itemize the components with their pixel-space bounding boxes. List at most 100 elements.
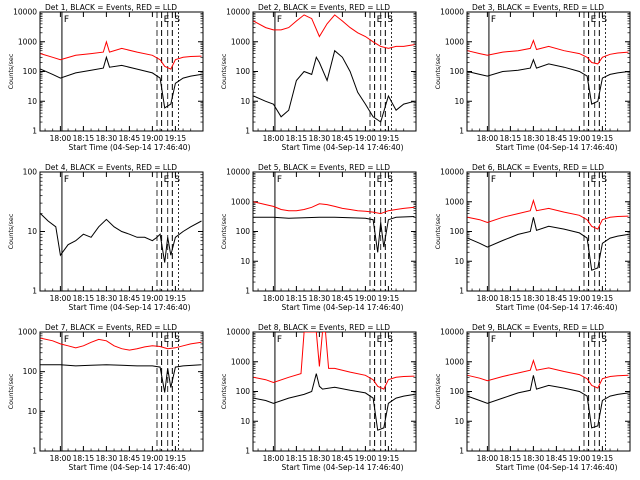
y-tick-label: 100 [236,387,251,396]
y-axis-label: Counts/sec [7,53,15,89]
x-tick-label: 18:00 [263,134,285,143]
series-line-events [253,373,415,431]
y-tick-label: 10 [240,417,250,426]
x-tick-label: 19:00 [355,134,377,143]
x-tick-label: 18:00 [477,454,499,463]
marker-label-s: S [601,175,607,185]
x-tick-label: 18:15 [286,454,308,463]
x-tick-label: 19:15 [378,134,400,143]
x-tick-label: 18:45 [546,454,568,463]
x-tick-label: 18:00 [50,454,72,463]
panel-det-7: Det 7, BLACK = Events, RED = LLD 1 10 100 10… [7,323,204,472]
y-tick-label: 10 [240,257,250,266]
y-tick-label: 1 [245,447,250,456]
x-tick-label: 19:00 [142,454,164,463]
x-tick-label: 19:00 [569,134,591,143]
x-tick-label: 18:45 [119,294,141,303]
x-axis-label: Start Time (04-Sep-14 17:46:40) [282,463,404,472]
panel-det-5: Det 5, BLACK = Events, RED = LLD 1 10 100 10… [220,163,417,312]
x-axis-label: Start Time (04-Sep-14 17:46:40) [69,303,191,312]
marker-label-e: E [377,175,383,185]
x-tick-label: 19:00 [569,294,591,303]
x-tick-label: 19:15 [165,134,187,143]
y-tick-label: 100 [23,67,38,76]
y-tick-label: 10 [27,97,37,106]
y-tick-label: 10 [240,97,250,106]
panel-det-6: Det 6, BLACK = Events, RED = LLD 1 10 100 10… [434,163,631,312]
y-tick-label: 10000 [13,8,37,17]
panel-title: Det 2, BLACK = Events, RED = LLD [258,3,390,12]
x-tick-label: 18:30 [523,294,545,303]
y-tick-label: 1 [32,287,37,296]
series-line-lld [467,358,629,389]
series-line-events [467,217,629,271]
series-line-lld [467,39,629,65]
y-axis-label: Counts/sec [220,53,228,89]
x-tick-label: 19:15 [165,454,187,463]
y-tick-label: 100 [236,67,251,76]
x-tick-label: 19:00 [569,454,591,463]
x-tick-label: 18:00 [477,134,499,143]
y-axis-label: Counts/sec [220,373,228,409]
series-line-events [253,216,415,253]
y-tick-label: 1000 [445,37,464,46]
x-tick-label: 18:45 [546,294,568,303]
x-tick-label: 18:15 [500,134,522,143]
panel-det-1: Det 1, BLACK = Events, RED = LLD 1 10 100 10… [7,3,204,152]
x-tick-label: 18:30 [309,134,331,143]
panel-title: Det 4, BLACK = Events, RED = LLD [45,163,177,172]
y-tick-label: 100 [23,168,38,177]
panel-title: Det 8, BLACK = Events, RED = LLD [258,323,390,332]
x-tick-label: 19:15 [592,454,614,463]
x-tick-label: 18:00 [477,294,499,303]
x-tick-label: 18:45 [119,454,141,463]
x-tick-label: 18:30 [523,134,545,143]
y-tick-label: 10 [27,227,37,236]
y-tick-label: 10 [27,407,37,416]
y-tick-label: 1 [32,447,37,456]
panel-title: Det 5, BLACK = Events, RED = LLD [258,163,390,172]
y-axis-label: Counts/sec [7,373,15,409]
panel-det-8: Det 8, BLACK = Events, RED = LLD 1 10 100 10… [220,323,417,472]
x-tick-label: 19:15 [592,134,614,143]
series-line-events [467,375,629,429]
x-tick-label: 18:00 [263,454,285,463]
marker-label-s: S [174,15,180,25]
x-tick-label: 18:15 [286,294,308,303]
panel-det-9: Det 9, BLACK = Events, RED = LLD 1 10 100 10… [434,323,631,472]
marker-label-e: E [377,15,383,25]
y-tick-label: 1000 [231,197,250,206]
series-line-lld [40,337,202,351]
x-tick-label: 18:00 [50,134,72,143]
y-tick-label: 100 [23,367,38,376]
marker-label-f: F [277,175,282,185]
panel-title: Det 9, BLACK = Events, RED = LLD [472,323,604,332]
y-tick-label: 10 [454,97,464,106]
x-tick-label: 19:00 [355,294,377,303]
marker-label-f: F [64,335,69,345]
x-tick-label: 18:30 [309,294,331,303]
marker-label-s: S [601,335,607,345]
x-tick-label: 18:45 [546,134,568,143]
marker-label-f: F [277,15,282,25]
x-tick-label: 18:30 [309,454,331,463]
marker-label-e: E [164,175,170,185]
y-axis-label: Counts/sec [434,373,442,409]
y-tick-label: 1 [32,127,37,136]
x-tick-label: 18:30 [96,134,118,143]
y-tick-label: 10000 [226,8,250,17]
marker-label-s: S [387,335,393,345]
y-tick-label: 100 [450,67,465,76]
y-tick-label: 10000 [226,168,250,177]
y-axis-label: Counts/sec [434,213,442,249]
marker-label-e: E [591,175,597,185]
series-line-lld [467,198,629,230]
panel-det-4: Det 4, BLACK = Events, RED = LLD 1 10 100 Co… [7,163,204,312]
marker-label-s: S [174,335,180,345]
y-axis-label: Counts/sec [434,53,442,89]
panel-title: Det 3, BLACK = Events, RED = LLD [472,3,604,12]
y-tick-label: 1 [245,127,250,136]
panel-det-2: Det 2, BLACK = Events, RED = LLD 1 10 100 10… [220,3,417,152]
x-tick-label: 18:15 [286,134,308,143]
